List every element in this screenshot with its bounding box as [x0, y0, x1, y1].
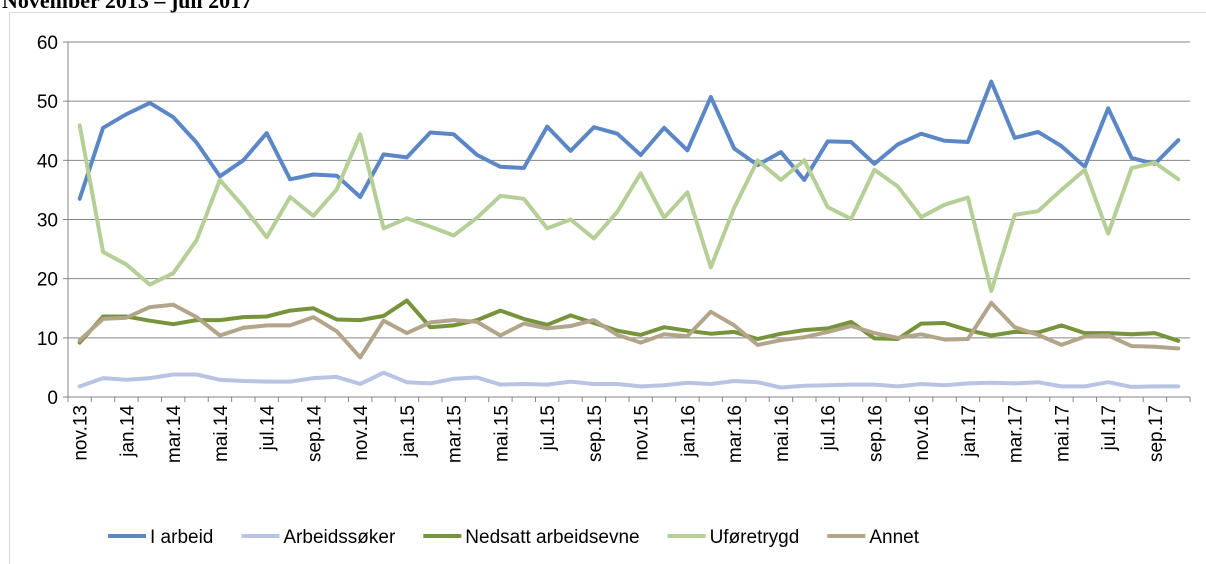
x-tick-label: mar.17 — [1006, 405, 1027, 463]
legend-label: Arbeidssøker — [283, 527, 396, 548]
legend-label: Annet — [869, 527, 919, 548]
x-tick-label: mar.16 — [725, 405, 746, 463]
x-tick-label: nov.16 — [912, 405, 933, 461]
series-line — [77, 298, 1181, 345]
x-tick-label: jan.17 — [959, 405, 980, 458]
x-tick-label: jul.15 — [538, 405, 559, 451]
x-tick-label: nov.14 — [351, 405, 372, 461]
series-line — [77, 123, 1181, 294]
chart-frame — [9, 12, 1206, 564]
series-line — [77, 300, 1181, 360]
x-tick-label: jul.14 — [258, 405, 279, 452]
y-tick-label: 10 — [37, 329, 58, 350]
x-tick-label: mar.14 — [164, 405, 185, 464]
x-tick-label: jan.16 — [678, 405, 699, 458]
x-tick-label: mai.15 — [491, 405, 512, 462]
y-tick-label: 50 — [37, 92, 58, 113]
x-tick-label: nov.13 — [71, 405, 92, 461]
chart-title: November 2013 – juli 2017 — [2, 0, 252, 13]
y-tick-label: 20 — [37, 270, 58, 291]
x-tick-label: sep.16 — [865, 405, 886, 462]
series-line — [77, 370, 1181, 390]
y-tick-label: 0 — [47, 388, 58, 409]
x-tick-label: jul.17 — [1099, 405, 1120, 451]
y-tick-label: 60 — [37, 33, 58, 54]
legend-label: Nedsatt arbeidsevne — [465, 527, 639, 548]
x-tick-label: jul.16 — [819, 405, 840, 451]
x-tick-label: mai.17 — [1052, 405, 1073, 462]
x-tick-label: sep.14 — [304, 405, 325, 462]
x-tick-label: mar.15 — [445, 405, 466, 463]
x-tick-label: sep.15 — [585, 405, 606, 462]
series-line — [77, 79, 1181, 201]
legend-label: I arbeid — [150, 527, 213, 548]
x-tick-label: mai.16 — [772, 405, 793, 462]
legend-label: Uføretrygd — [710, 527, 800, 548]
x-tick-label: jan.14 — [117, 405, 138, 458]
x-tick-label: jan.15 — [398, 405, 419, 458]
y-tick-label: 40 — [37, 151, 58, 172]
x-tick-label: sep.17 — [1146, 405, 1167, 462]
x-tick-label: mai.14 — [211, 405, 232, 462]
x-tick-label: nov.15 — [632, 405, 653, 461]
y-tick-label: 30 — [37, 211, 58, 232]
